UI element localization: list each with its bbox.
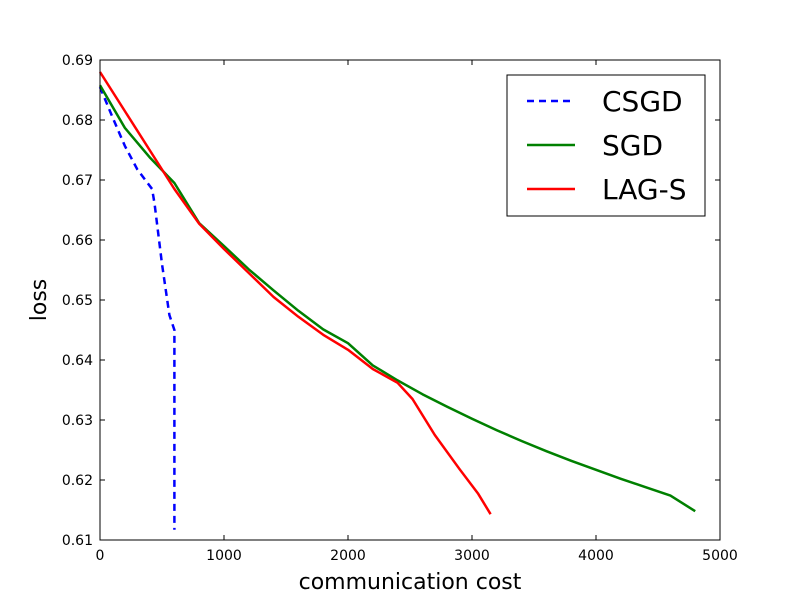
- x-tick-label: 3000: [454, 548, 490, 564]
- legend-label: SGD: [602, 129, 663, 162]
- plot-area-frame: [99, 59, 721, 541]
- legend-label: LAG-S: [602, 173, 686, 206]
- y-tick-label: 0.64: [62, 353, 93, 369]
- legend: CSGD SGD LAG-S: [506, 74, 706, 217]
- x-tick-label: 2000: [330, 548, 366, 564]
- y-tick-label: 0.66: [62, 233, 93, 249]
- y-axis-title: loss: [27, 279, 52, 322]
- y-tick-label: 0.63: [62, 413, 93, 429]
- x-tick-label: 5000: [702, 548, 738, 564]
- y-tick-label: 0.69: [62, 53, 93, 69]
- y-tick-label: 0.62: [62, 473, 93, 489]
- series-line-csgd: [98, 86, 176, 530]
- x-tick-label: 4000: [578, 548, 614, 564]
- series-layer: [98, 71, 696, 530]
- legend-label: CSGD: [602, 85, 683, 118]
- ticks-layer: 0 1000 2000 3000 4000 5000 0.61 0.62 0.63 0.64 0.6…: [62, 53, 738, 564]
- y-tick-label: 0.65: [62, 293, 93, 309]
- x-tick-label: 0: [96, 548, 105, 564]
- x-tick-label: 1000: [206, 548, 242, 564]
- y-tick-label: 0.61: [62, 533, 93, 549]
- y-tick-label: 0.68: [62, 113, 93, 129]
- series-line-lag-s: [98, 71, 492, 515]
- y-tick-label: 0.67: [62, 173, 93, 189]
- x-axis-title: communication cost: [299, 570, 522, 595]
